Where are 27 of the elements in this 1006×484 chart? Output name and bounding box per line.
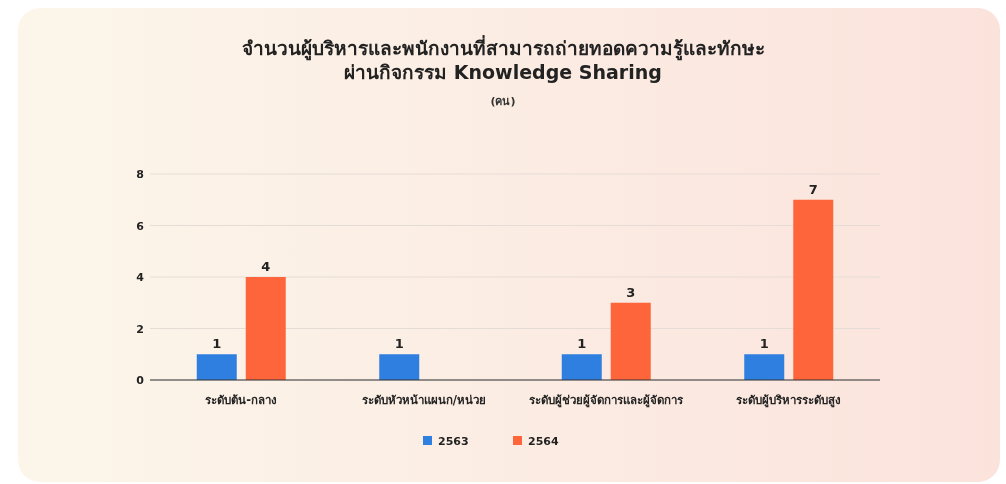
bar xyxy=(793,199,834,380)
bar xyxy=(744,354,785,380)
y-tick-label: 2 xyxy=(136,322,144,336)
bar xyxy=(610,302,651,380)
x-tick-label: ระดับผู้ช่วยผู้จัดการและผู้จัดการ xyxy=(529,393,685,408)
y-tick-label: 4 xyxy=(136,271,145,284)
bar xyxy=(379,354,420,380)
bar xyxy=(196,354,237,380)
x-tick-label: ระดับต้น-กลาง xyxy=(205,393,278,407)
y-tick-label: 6 xyxy=(136,219,145,233)
y-tick-label: 8 xyxy=(136,168,144,181)
chart-subtitle: (คน) xyxy=(490,95,516,108)
y-tick-label: 0 xyxy=(136,374,145,387)
x-tick-label: ระดับหัวหน้าแผนก/หน่วย xyxy=(361,393,486,407)
data-label: 3 xyxy=(626,284,636,300)
bar xyxy=(561,354,602,380)
legend-label: 2564 xyxy=(528,435,559,448)
data-label: 1 xyxy=(759,336,769,352)
legend-label: 2563 xyxy=(438,435,469,448)
bar xyxy=(245,277,286,380)
data-label: 7 xyxy=(808,181,818,197)
chart-title: จำนวนผู้บริหารและพนักงานที่สามารถถ่ายทอดความรู้และทักษะ ผ่านกิจกรรม Knowledge Sharing xyxy=(241,35,765,83)
x-tick-label: ระดับผู้บริหารระดับสูง xyxy=(736,393,842,408)
data-label: 1 xyxy=(394,336,404,352)
data-label: 1 xyxy=(577,336,587,352)
data-label: 1 xyxy=(212,336,222,352)
data-label: 4 xyxy=(261,259,271,274)
